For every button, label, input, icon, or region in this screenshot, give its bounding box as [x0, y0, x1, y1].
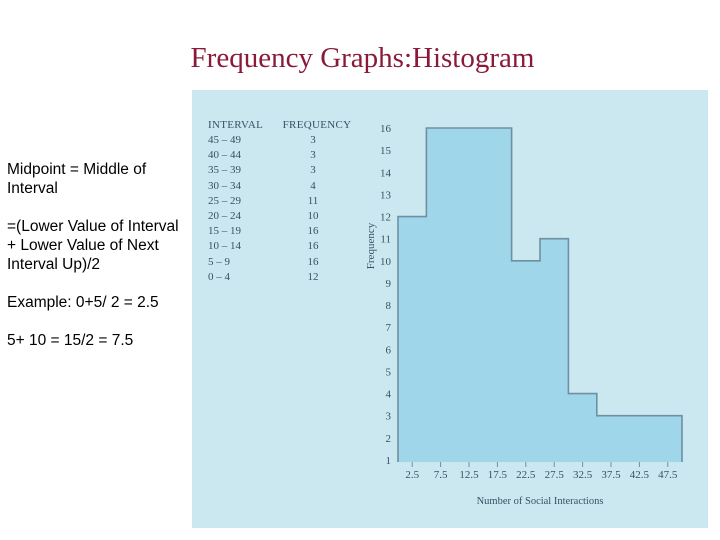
- table-row: 40 – 44 3: [204, 148, 352, 163]
- histogram-bar: [596, 415, 626, 462]
- frequency-cell: 16: [307, 255, 319, 268]
- interval-cell: 0 – 4: [208, 270, 230, 283]
- histogram-bar: [398, 216, 427, 462]
- interval-cell: 25 – 29: [208, 194, 241, 207]
- frequency-cell: 16: [307, 240, 319, 253]
- x-tick-label: 47.5: [658, 469, 678, 481]
- interval-cell: 10 – 14: [208, 240, 241, 253]
- frequency-cell: 10: [307, 209, 319, 222]
- interval-cell: 35 – 39: [208, 164, 241, 177]
- frequency-cell: 3: [310, 134, 316, 146]
- table-row: 45 – 49 3: [204, 133, 352, 148]
- interval-cell: 45 – 49: [208, 134, 241, 146]
- notes-text: Midpoint = Middle of Interval =(Lower Va…: [7, 160, 187, 369]
- y-tick-label: 1: [386, 455, 392, 467]
- y-tick-label: 2: [386, 433, 392, 445]
- x-tick-label: 17.5: [488, 469, 508, 481]
- frequency-table-body: 45 – 49 3 40 – 44 3 35 – 39 3 30 – 34 4 25 – 29 1…: [204, 133, 352, 285]
- y-tick-label: 9: [386, 278, 392, 290]
- y-tick-label: 3: [386, 411, 392, 423]
- x-tick-label: 32.5: [573, 469, 593, 481]
- frequency-table-header: INTERVAL FREQUENCY: [204, 119, 352, 131]
- y-tick-label: 10: [380, 256, 392, 268]
- table-row: 15 – 19 16: [204, 224, 352, 239]
- x-axis-label: Number of Social Interactions: [477, 496, 604, 507]
- note-midpoint: Midpoint = Middle of Interval: [7, 161, 147, 197]
- y-axis-label: Frequency: [365, 222, 377, 269]
- interval-cell: 30 – 34: [208, 179, 241, 192]
- slide-title: Frequency Graphs:Histogram: [190, 42, 535, 74]
- frequency-cell: 3: [310, 164, 316, 177]
- y-tick-label: 14: [380, 167, 392, 179]
- y-tick-label: 12: [380, 212, 391, 224]
- x-tick-label: 22.5: [516, 469, 536, 481]
- interval-cell: 40 – 44: [208, 149, 241, 162]
- histogram-bar: [511, 260, 541, 462]
- x-tick-label: 42.5: [630, 469, 650, 481]
- y-tick-label: 8: [386, 300, 392, 312]
- y-tick-label: 11: [380, 234, 391, 246]
- table-row: 10 – 14 16: [204, 239, 352, 254]
- table-row: 30 – 34 4: [204, 179, 352, 194]
- frequency-cell: 3: [310, 149, 316, 162]
- histogram-bar: [625, 415, 655, 462]
- histogram-bar: [483, 128, 513, 462]
- x-tick-label: 37.5: [601, 469, 621, 481]
- x-tick-label: 27.5: [545, 469, 565, 481]
- interval-header: INTERVAL: [208, 119, 264, 131]
- y-tick-label: 5: [386, 366, 392, 378]
- frequency-header: FREQUENCY: [282, 119, 352, 131]
- histogram-bar: [454, 128, 484, 462]
- table-row: 5 – 9 16: [204, 255, 352, 270]
- y-tick-label: 13: [380, 189, 392, 201]
- histogram-bar: [568, 393, 598, 462]
- frequency-table: INTERVAL FREQUENCY 45 – 49 3 40 – 44 3 35 – …: [204, 119, 352, 285]
- histogram-panel: INTERVAL FREQUENCY 45 – 49 3 40 – 44 3 35 – …: [192, 90, 708, 528]
- y-tick-label: 16: [380, 123, 392, 135]
- table-row: 35 – 39 3: [204, 163, 352, 178]
- y-tick-label: 4: [386, 389, 392, 401]
- note-example-1: Example: 0+5/ 2 = 2.5: [7, 294, 159, 311]
- histogram-outline: [397, 127, 683, 462]
- table-row: 0 – 4 12: [204, 270, 352, 285]
- note-formula: =(Lower Value of Interval + Lower Value …: [7, 218, 179, 273]
- interval-cell: 20 – 24: [208, 209, 241, 222]
- histogram-bar: [426, 128, 456, 462]
- y-tick-label: 15: [380, 145, 392, 157]
- frequency-cell: 16: [307, 225, 319, 238]
- frequency-cell: 11: [307, 194, 319, 207]
- y-tick-label: 6: [386, 344, 392, 356]
- table-row: 20 – 24 10: [204, 209, 352, 224]
- y-tick-label: 7: [386, 322, 392, 334]
- histogram-bar: [653, 415, 683, 462]
- interval-cell: 15 – 19: [208, 225, 241, 238]
- interval-cell: 5 – 9: [208, 255, 230, 268]
- x-tick-label: 2.5: [405, 469, 419, 481]
- histogram-bar: [540, 238, 569, 462]
- frequency-cell: 4: [310, 179, 316, 192]
- x-tick-label: 12.5: [459, 469, 479, 481]
- x-tick-label: 7.5: [434, 469, 448, 481]
- frequency-cell: 12: [307, 270, 319, 283]
- table-row: 25 – 29 11: [204, 194, 352, 209]
- note-example-2: 5+ 10 = 15/2 = 7.5: [7, 332, 134, 349]
